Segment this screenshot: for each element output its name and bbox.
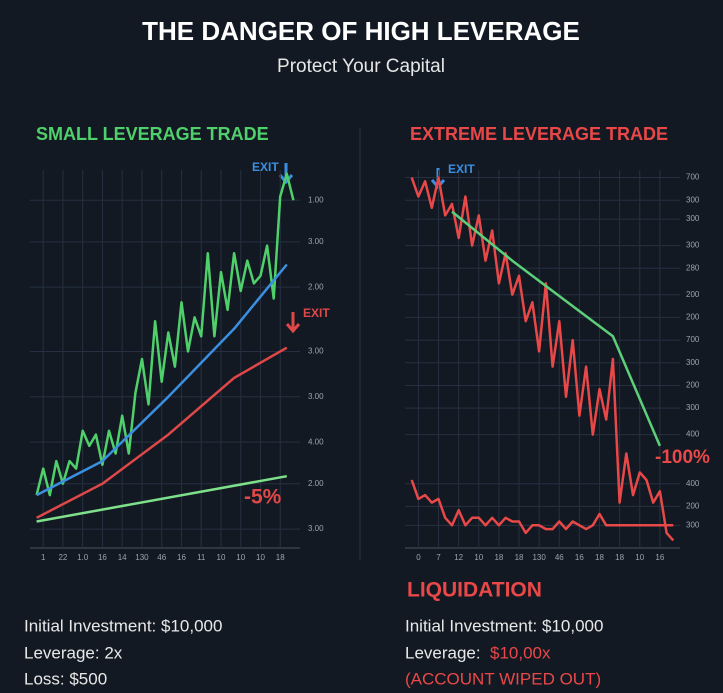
y-tick-label: 300 <box>686 214 700 223</box>
x-tick-label: 14 <box>118 553 127 562</box>
annotation: LIQUIDATION <box>407 579 542 602</box>
summary-line: Loss: $500 <box>24 669 107 688</box>
line-series <box>36 263 288 497</box>
line-series <box>410 176 675 542</box>
y-tick-label: 2.00 <box>308 282 324 291</box>
y-tick-label: 200 <box>686 290 700 299</box>
x-tick-label: 10 <box>256 553 265 562</box>
x-tick-label: 46 <box>157 553 166 562</box>
y-tick-label: 4.00 <box>308 437 324 446</box>
x-tick-label: 10 <box>236 553 245 562</box>
x-tick-label: 11 <box>197 553 206 562</box>
x-tick-label: 12 <box>454 553 463 562</box>
y-tick-label: 2.00 <box>308 479 324 488</box>
line-series <box>36 346 288 519</box>
annotation: -5% <box>244 486 282 509</box>
summary-line: Leverage: 2x <box>24 643 123 662</box>
y-tick-label: 3.00 <box>308 524 324 533</box>
x-tick-label: 16 <box>98 553 107 562</box>
x-tick-label: 16 <box>655 553 664 562</box>
y-tick-label: 1.00 <box>308 195 324 204</box>
line-series <box>410 479 674 535</box>
y-tick-label: 3.00 <box>308 237 324 246</box>
subtitle: Protect Your Capital <box>277 56 445 77</box>
summary-value: $10,00x <box>490 643 551 662</box>
y-tick-label: 280 <box>686 263 700 272</box>
y-tick-label: 3.00 <box>308 392 324 401</box>
x-tick-label: 18 <box>515 553 524 562</box>
y-tick-label: 400 <box>686 430 700 439</box>
x-tick-label: 22 <box>58 553 67 562</box>
annotation: EXIT <box>303 306 330 320</box>
x-tick-label: 16 <box>177 553 186 562</box>
x-tick-label: 130 <box>135 553 149 562</box>
x-tick-label: 10 <box>217 553 226 562</box>
x-tick-label: 18 <box>276 553 285 562</box>
y-tick-label: 300 <box>686 520 700 529</box>
summary-label: Leverage: <box>405 643 481 662</box>
x-tick-label: 46 <box>555 553 564 562</box>
annotation: EXIT <box>448 162 475 176</box>
x-tick-label: 10 <box>474 553 483 562</box>
summary-line: Initial Investment: $10,000 <box>24 616 222 635</box>
x-tick-label: 130 <box>532 553 546 562</box>
y-tick-label: 300 <box>686 195 700 204</box>
y-tick-label: 200 <box>686 313 700 322</box>
x-tick-label: 0 <box>416 553 421 562</box>
arrow <box>285 312 301 334</box>
x-tick-label: 16 <box>575 553 584 562</box>
chart-title: SMALL LEVERAGE TRADE <box>36 124 269 144</box>
annotation: -100% <box>655 447 710 468</box>
y-tick-label: 3.00 <box>308 347 324 356</box>
x-tick-label: 1 <box>41 553 46 562</box>
x-tick-label: 18 <box>595 553 604 562</box>
summary-line: Initial Investment: $10,000 <box>405 616 603 635</box>
x-tick-label: 18 <box>494 553 503 562</box>
line-series <box>451 210 662 447</box>
y-tick-label: 200 <box>686 381 700 390</box>
line-series <box>35 172 295 497</box>
y-tick-label: 200 <box>686 502 700 511</box>
summary-result: (ACCOUNT WIPED OUT) <box>405 669 601 688</box>
x-tick-label: 10 <box>635 553 644 562</box>
title: THE DANGER OF HIGH LEVERAGE <box>142 16 580 46</box>
y-tick-label: 300 <box>686 358 700 367</box>
y-tick-label: 700 <box>686 335 700 344</box>
y-tick-label: 400 <box>686 479 700 488</box>
chart-title: EXTREME LEVERAGE TRADE <box>410 124 668 144</box>
x-tick-label: 18 <box>615 553 624 562</box>
x-tick-label: 1.0 <box>77 553 89 562</box>
y-tick-label: 300 <box>686 403 700 412</box>
x-tick-label: 7 <box>436 553 441 562</box>
y-tick-label: 300 <box>686 241 700 250</box>
y-tick-label: 700 <box>686 173 700 182</box>
line-series <box>36 474 288 523</box>
annotation: EXIT <box>252 160 279 174</box>
